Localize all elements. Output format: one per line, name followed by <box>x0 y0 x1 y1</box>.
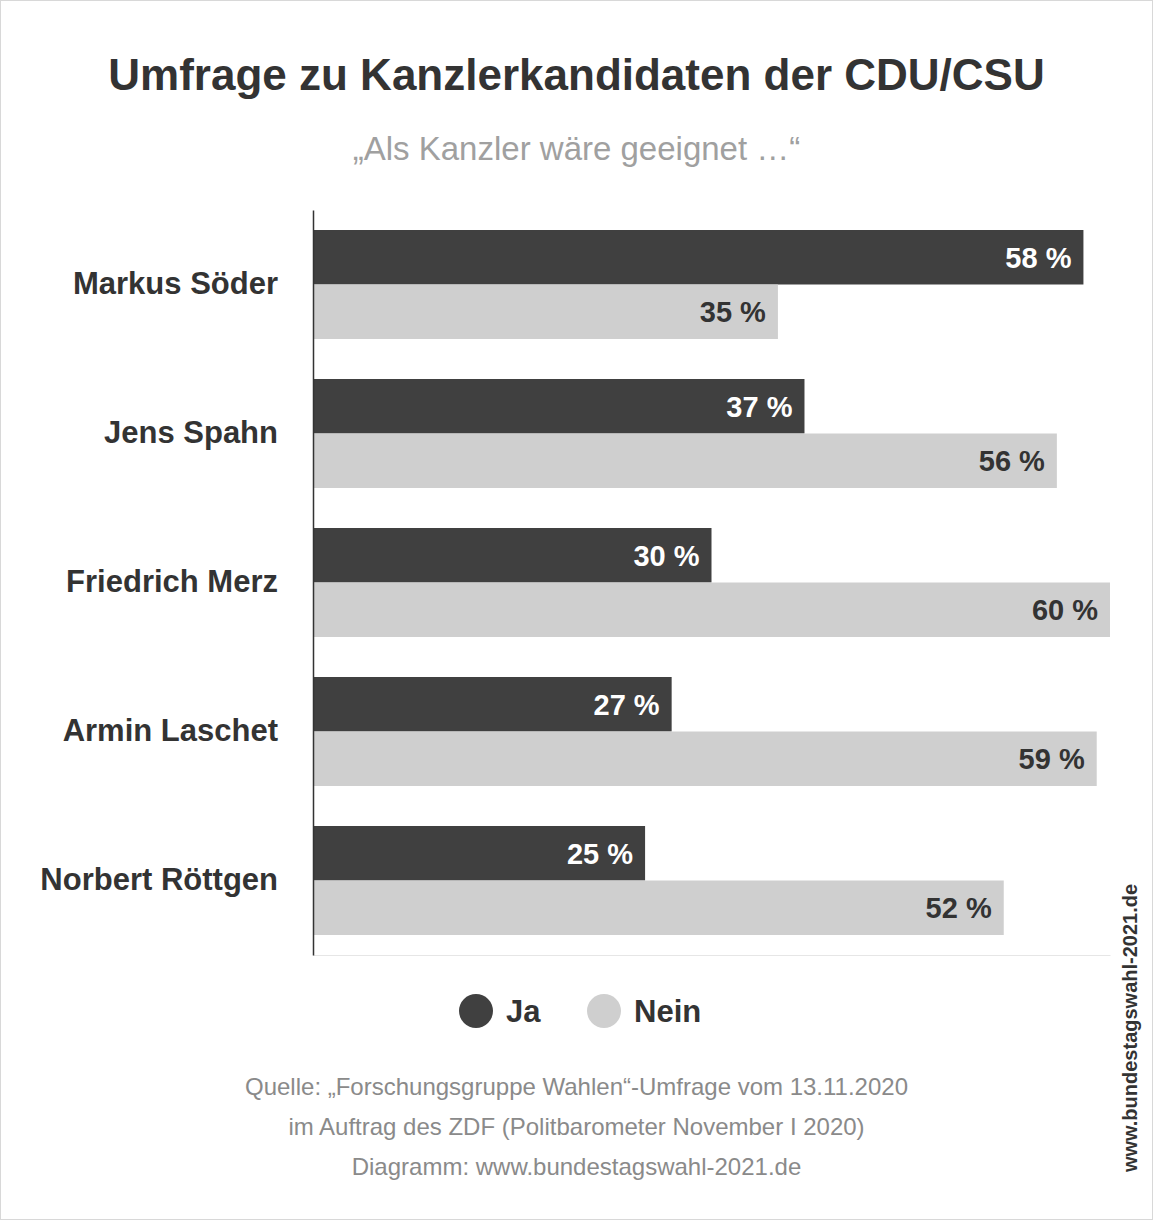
data-label: 52 % <box>926 892 992 924</box>
legend-label: Ja <box>506 994 541 1029</box>
bar <box>313 826 645 881</box>
data-label: 60 % <box>1032 594 1098 626</box>
y-axis: Markus Söder Jens Spahn Friedrich Merz Armi… <box>40 211 313 956</box>
category-label: Jens Spahn <box>104 415 278 450</box>
bar <box>313 379 804 434</box>
source-line: Quelle: „Forschungsgruppe Wahlen“-Umfrag… <box>245 1073 908 1100</box>
data-label: 58 % <box>1005 242 1071 274</box>
bar <box>313 732 1097 787</box>
category-label: Armin Laschet <box>63 713 278 748</box>
y-tick: Markus Söder <box>73 266 313 301</box>
bar <box>313 583 1110 638</box>
x-axis-line <box>314 955 1111 956</box>
subtitle: „Als Kanzler wäre geeignet …“ <box>353 130 801 167</box>
bars <box>313 230 1110 935</box>
legend-swatch <box>459 994 493 1028</box>
y-axis-line <box>313 211 315 956</box>
data-label: 30 % <box>633 540 699 572</box>
x-axis <box>314 955 1111 956</box>
frame <box>1 1 1153 1220</box>
data-label: 25 % <box>567 838 633 870</box>
category-label: Friedrich Merz <box>66 564 278 599</box>
data-label: 27 % <box>594 689 660 721</box>
title: Umfrage zu Kanzlerkandidaten der CDU/CSU <box>108 50 1044 99</box>
bar <box>313 677 672 732</box>
data-label: 35 % <box>700 296 766 328</box>
data-labels: 58 % 37 % 30 % 27 % 25 % 35 % 56 % 60 % 59 % 52 % <box>567 242 1098 925</box>
bar <box>313 230 1083 285</box>
watermark: www.bundestagswahl-2021.de <box>1119 884 1141 1173</box>
data-label: 37 % <box>726 391 792 423</box>
bar <box>313 285 778 340</box>
data-label: 56 % <box>979 445 1045 477</box>
source-line: Diagramm: www.bundestagswahl-2021.de <box>352 1153 802 1180</box>
category-label: Norbert Röttgen <box>40 862 278 897</box>
source-line: im Auftrag des ZDF (Politbarometer Novem… <box>288 1113 864 1140</box>
y-tick: Armin Laschet <box>63 713 313 748</box>
y-tick: Jens Spahn <box>104 415 313 450</box>
y-tick: Norbert Röttgen <box>40 862 313 897</box>
legend: Ja Nein <box>459 994 701 1029</box>
bar <box>313 528 712 583</box>
legend-swatch <box>587 994 621 1028</box>
legend-label: Nein <box>634 994 701 1029</box>
y-tick: Friedrich Merz <box>66 564 313 599</box>
bar <box>313 881 1004 936</box>
data-label: 59 % <box>1019 743 1085 775</box>
chart: Umfrage zu Kanzlerkandidaten der CDU/CSU… <box>0 0 1153 1220</box>
bar <box>313 434 1057 489</box>
category-label: Markus Söder <box>73 266 278 301</box>
